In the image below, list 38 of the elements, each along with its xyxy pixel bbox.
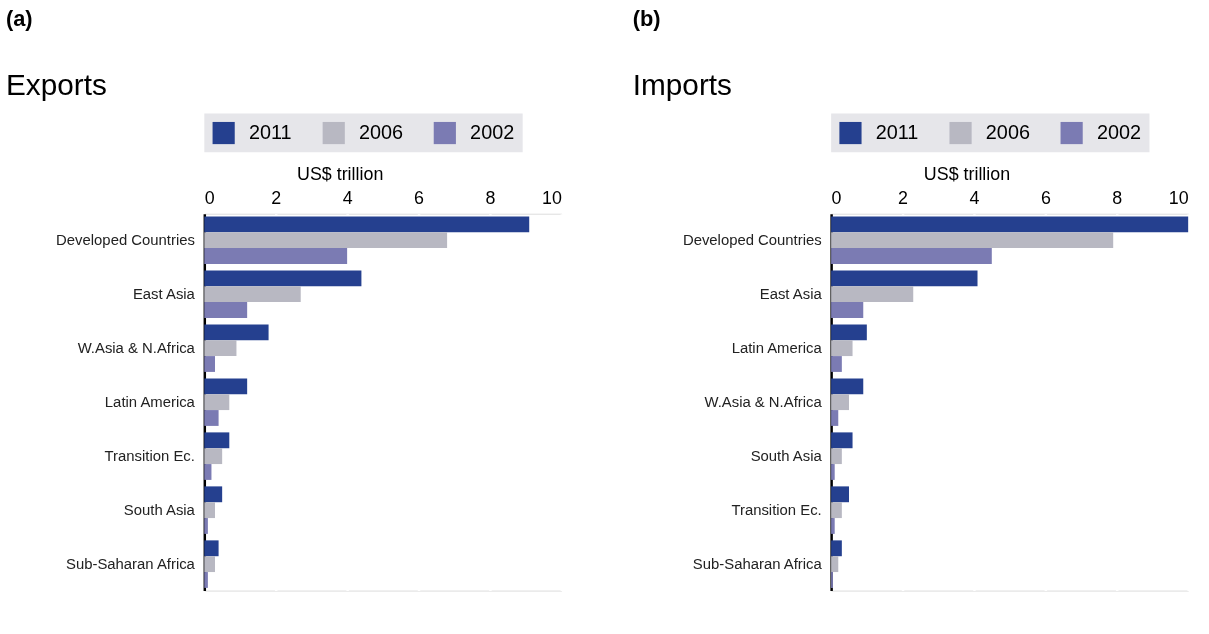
y-tick-label: Transition Ec. (104, 448, 195, 465)
y-tick-label: W.Asia & N.Africa (77, 340, 196, 357)
y-tick-label: East Asia (132, 286, 196, 303)
legend-label: 2011 (875, 120, 919, 143)
y-tick-label: W.Asia & N.Africa (704, 394, 823, 411)
x-tick-label: 8 (1112, 188, 1123, 209)
y-tick-label: Latin America (731, 340, 823, 357)
x-tick-label: 10 (541, 188, 562, 209)
chart-title: Imports (632, 67, 732, 101)
x-tick-label: 6 (414, 188, 425, 209)
x-tick-label: 6 (1040, 188, 1051, 209)
y-tick-label: Transition Ec. (731, 502, 822, 519)
x-tick-label: 0 (831, 188, 842, 209)
x-tick-label: 10 (1168, 188, 1189, 209)
text: (a) (5, 6, 33, 32)
x-tick-label: 4 (969, 188, 980, 209)
x-tick-label: 4 (342, 188, 353, 209)
y-tick-label: East Asia (759, 286, 823, 303)
chart-title: Exports (5, 67, 107, 101)
text: (b) (632, 6, 661, 32)
y-tick-label: Latin America (104, 394, 196, 411)
x-axis-title: US$ trillion (297, 164, 384, 185)
legend-label: 2006 (359, 120, 404, 143)
x-tick-label: 8 (485, 188, 496, 209)
legend-label: 2002 (1096, 120, 1142, 143)
y-tick-label: Sub-Saharan Africa (66, 556, 196, 573)
legend-label: 2011 (248, 120, 292, 143)
y-tick-label: South Asia (750, 448, 823, 465)
y-tick-label: South Asia (123, 502, 196, 519)
legend-label: 2006 (985, 120, 1030, 143)
legend-label: 2002 (470, 120, 515, 143)
y-tick-label: Developed Countries (682, 232, 822, 249)
y-tick-label: Sub-Saharan Africa (692, 556, 823, 573)
x-tick-label: 2 (898, 188, 909, 209)
x-axis-title: US$ trillion (923, 164, 1011, 185)
y-tick-label: Developed Countries (56, 232, 195, 249)
x-tick-label: 0 (204, 188, 215, 209)
x-tick-label: 2 (271, 188, 282, 209)
